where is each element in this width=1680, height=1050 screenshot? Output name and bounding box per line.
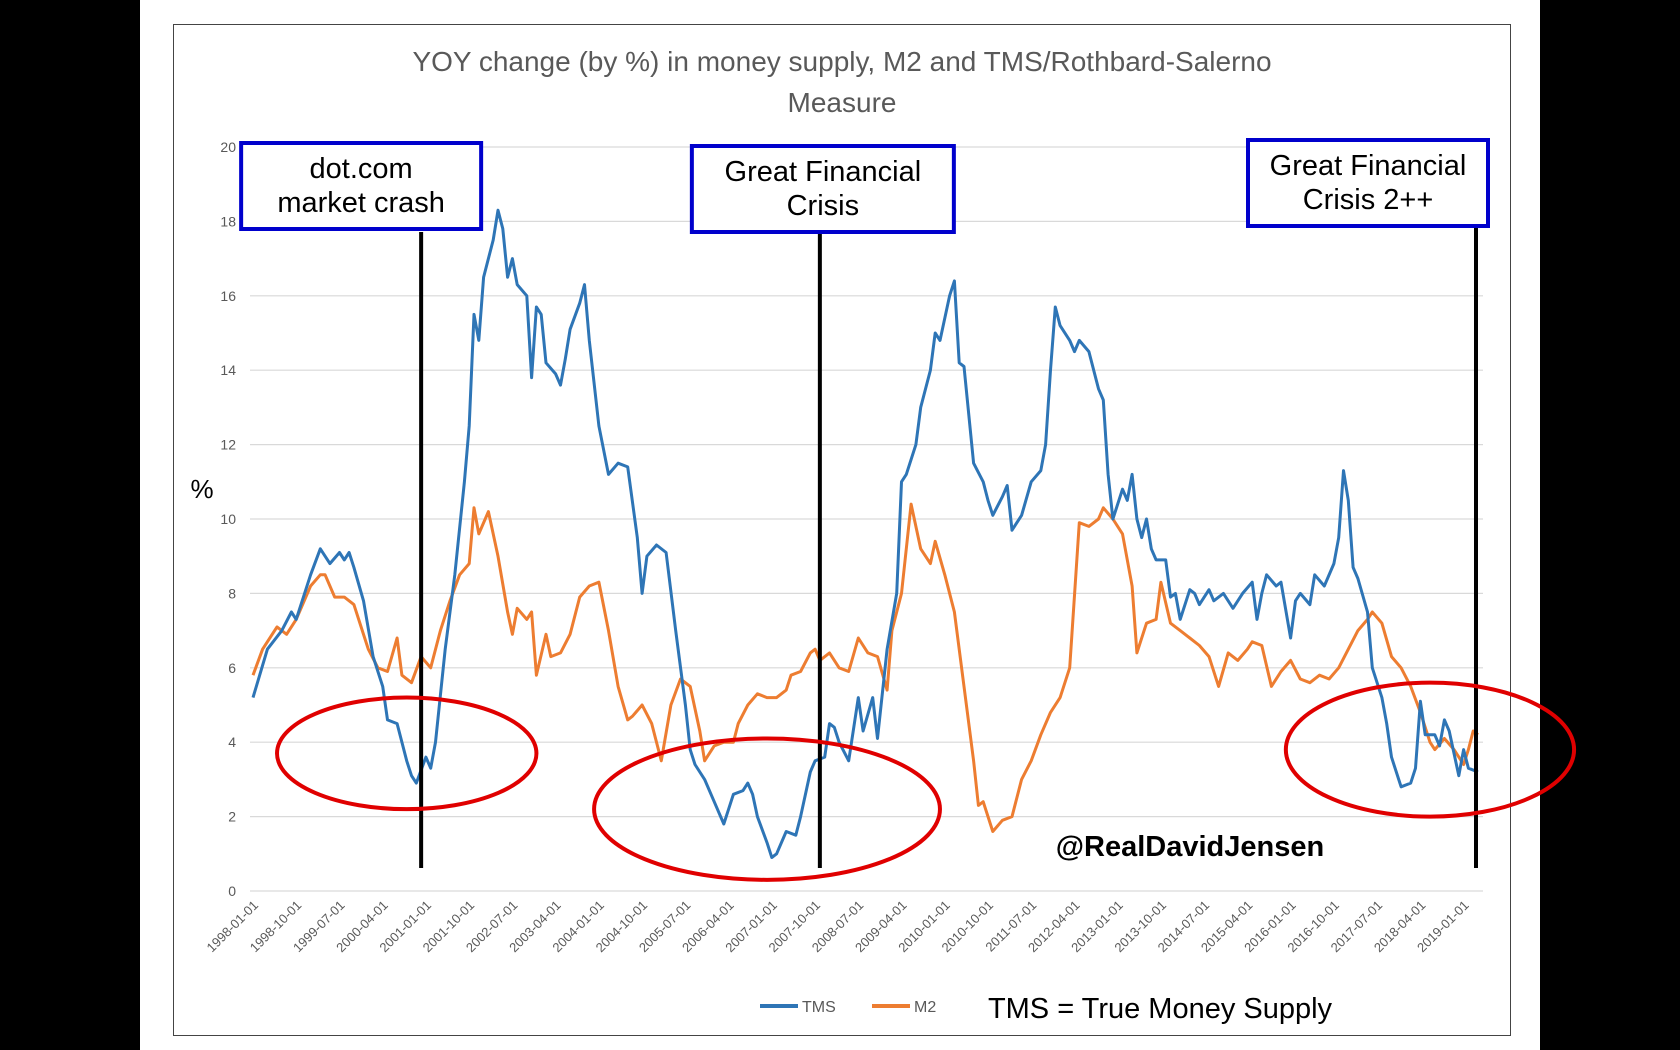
y-axis-ticks: 0 2 4 6 8 10 12 14 16 18 20 bbox=[220, 139, 236, 899]
y-tick-label: 18 bbox=[220, 213, 236, 229]
annotation-box-text: Crisis bbox=[787, 190, 860, 222]
y-tick-label: 0 bbox=[228, 883, 236, 899]
legend: TMS M2 bbox=[760, 999, 936, 1016]
y-tick-label: 4 bbox=[228, 734, 236, 750]
annotation-box-text: dot.com bbox=[310, 153, 413, 185]
highlight-circle bbox=[592, 736, 942, 882]
y-tick-label: 12 bbox=[220, 437, 236, 453]
chart-frame bbox=[173, 24, 1511, 1036]
series-lines bbox=[251, 208, 1479, 859]
annotation-box bbox=[689, 144, 956, 234]
chart-title-line-2: Measure bbox=[788, 87, 897, 118]
x-axis-ticks: 1998-01-011998-10-011999-07-012000-04-01… bbox=[203, 898, 1471, 956]
y-tick-label: 16 bbox=[220, 288, 236, 304]
chart-title-line-1: YOY change (by %) in money supply, M2 an… bbox=[412, 46, 1271, 77]
legend-label: TMS bbox=[802, 999, 836, 1016]
chart-title: YOY change (by %) in money supply, M2 an… bbox=[412, 46, 1271, 118]
series-line-tms bbox=[251, 208, 1479, 859]
legend-label: M2 bbox=[914, 999, 936, 1016]
y-axis-label: % bbox=[190, 474, 213, 504]
event-lines bbox=[419, 228, 1478, 868]
annotation-box bbox=[239, 141, 484, 231]
highlight-circles bbox=[275, 680, 1577, 882]
annotation-box bbox=[1246, 138, 1490, 228]
annotation-box-text: Crisis 2++ bbox=[1303, 184, 1434, 216]
y-tick-label: 10 bbox=[220, 511, 236, 527]
annotation-box-text: market crash bbox=[277, 187, 445, 219]
annotation-box-text: Great Financial bbox=[725, 156, 922, 188]
y-tick-label: 14 bbox=[220, 362, 236, 378]
highlight-circle bbox=[1283, 680, 1577, 819]
y-tick-label: 6 bbox=[228, 660, 236, 676]
y-tick-label: 20 bbox=[220, 139, 236, 155]
highlight-circle bbox=[275, 695, 539, 812]
y-tick-label: 8 bbox=[228, 585, 236, 601]
credit-text: @RealDavidJensen bbox=[1056, 831, 1324, 863]
annotation-box-text: Great Financial bbox=[1270, 150, 1467, 182]
y-tick-label: 2 bbox=[228, 809, 236, 825]
series-line-m2 bbox=[251, 502, 1479, 833]
footnote-text: TMS = True Money Supply bbox=[988, 993, 1333, 1025]
